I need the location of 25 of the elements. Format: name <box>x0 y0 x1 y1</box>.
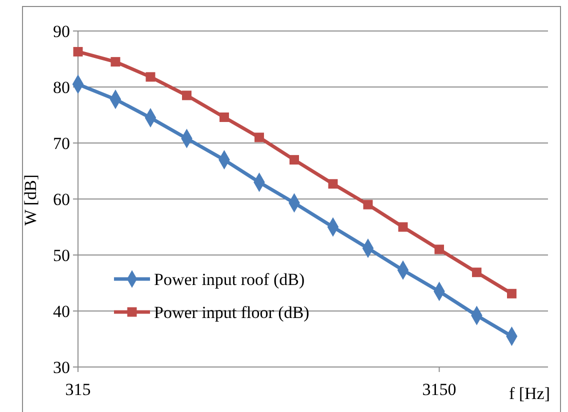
point <box>472 268 482 278</box>
y-tick-label: 90 <box>53 22 70 41</box>
point <box>398 222 408 232</box>
point <box>146 72 156 82</box>
x-tick-label: 3150 <box>422 380 456 399</box>
x-axis-title: f [Hz] <box>508 384 550 403</box>
y-tick-label: 80 <box>53 78 70 97</box>
y-axis-title: W [dB] <box>21 174 40 226</box>
point <box>363 200 373 210</box>
y-tick-label: 70 <box>53 134 70 153</box>
point <box>182 90 192 100</box>
x-tick-label: 315 <box>65 380 91 399</box>
point <box>219 112 229 122</box>
point <box>507 288 516 298</box>
y-tick-label: 40 <box>53 302 70 321</box>
legend-label: Power input floor (dB) <box>154 302 310 322</box>
point <box>434 244 444 254</box>
y-tick-label: 30 <box>53 358 70 377</box>
point <box>254 132 264 142</box>
point <box>290 155 299 165</box>
point <box>73 46 83 56</box>
y-tick-label: 50 <box>53 246 70 265</box>
point <box>110 57 120 67</box>
y-tick-label: 60 <box>53 190 70 209</box>
legend-label: Power input roof (dB) <box>154 270 305 289</box>
